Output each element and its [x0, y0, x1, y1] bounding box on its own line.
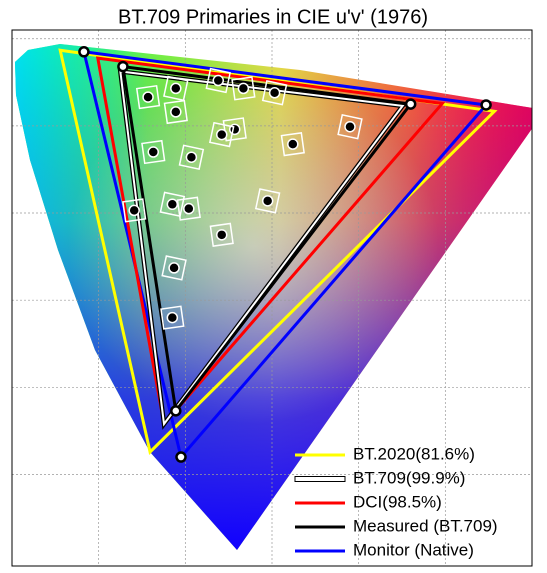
point [147, 146, 160, 158]
legend-label: DCI(98.5%) [353, 492, 442, 511]
plot-frame [11, 29, 533, 567]
legend-label: BT.709(99.9%) [353, 468, 465, 487]
target-box [178, 144, 205, 170]
point [185, 151, 198, 163]
target-box [337, 113, 363, 140]
legend: BT.2020(81.6%) BT.709(99.9%) DCI(98.5%) Mea… [294, 444, 498, 559]
target-box [141, 139, 166, 165]
point [237, 82, 250, 95]
legend-label: BT.2020(81.6%) [353, 444, 475, 463]
target-box [231, 76, 256, 101]
point [212, 74, 225, 87]
point [183, 202, 195, 215]
point [170, 106, 182, 118]
target-box [135, 84, 161, 110]
target-box [209, 222, 234, 247]
vertex-marker [170, 405, 182, 417]
target-box [122, 198, 147, 223]
target-box [254, 188, 281, 214]
target-box [163, 75, 189, 102]
vertex-marker [78, 46, 90, 58]
target-box [159, 191, 186, 218]
point [287, 138, 299, 150]
target-box [160, 305, 185, 330]
target-box [205, 67, 232, 94]
point [215, 229, 228, 241]
point [170, 82, 182, 95]
target-box [163, 99, 188, 125]
point [268, 87, 281, 99]
gamut-triangle [119, 70, 405, 427]
vertex-marker [404, 98, 417, 110]
point [215, 128, 228, 141]
target-box [161, 255, 187, 281]
point [344, 120, 356, 133]
target-box [261, 80, 288, 106]
legend-label: Measured (BT.709) [353, 516, 498, 535]
target-box [176, 196, 201, 221]
legend-label: Monitor (Native) [353, 540, 474, 559]
legend-swatch [294, 476, 346, 482]
plot-area [58, 46, 498, 463]
point [166, 198, 179, 211]
vertex-marker [480, 99, 492, 111]
target-box [208, 121, 235, 148]
point [166, 311, 179, 324]
point [168, 262, 180, 274]
gamut-triangle [121, 64, 414, 415]
grid [12, 30, 532, 566]
point [142, 91, 154, 103]
spectral-locus [15, 44, 532, 550]
vertex-marker [117, 60, 129, 73]
target-box [280, 132, 305, 157]
vertex-marker [175, 451, 187, 463]
point [261, 195, 274, 207]
chart-title: BT.709 Primaries in CIE u'v' (1976) [118, 6, 428, 28]
point [128, 204, 140, 217]
